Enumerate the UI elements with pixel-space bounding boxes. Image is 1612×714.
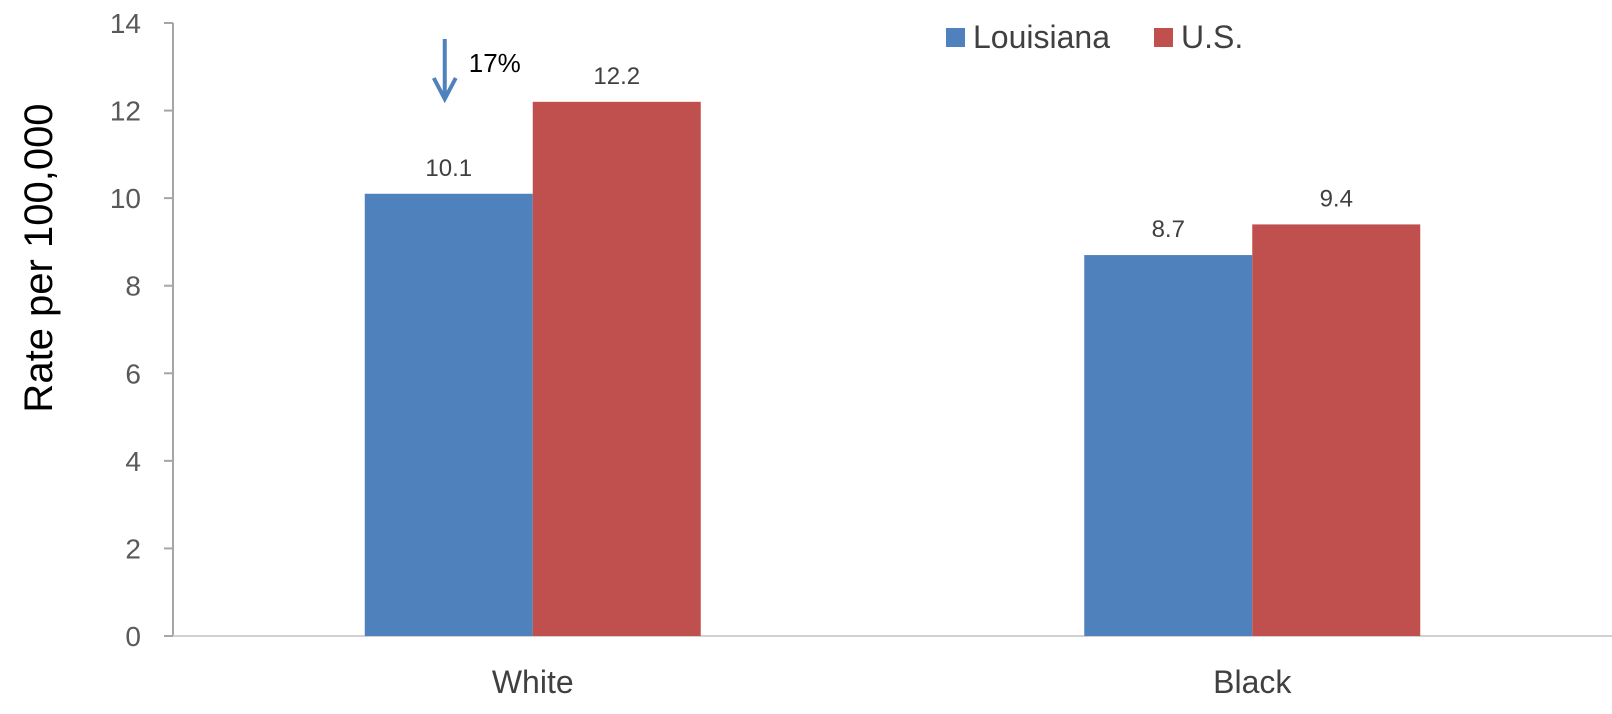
- legend-label: Louisiana: [973, 19, 1110, 55]
- legend-label: U.S.: [1181, 19, 1243, 55]
- y-tick-label: 12: [110, 96, 141, 127]
- x-category-label: Black: [1213, 664, 1292, 700]
- data-labels: 10.1 12.2 8.7 9.4: [425, 63, 1353, 243]
- y-tick-label: 8: [125, 271, 141, 302]
- data-label: 10.1: [425, 155, 472, 182]
- down-arrow-head-icon: [431, 77, 458, 104]
- y-tick-label: 2: [125, 533, 141, 564]
- data-label: 12.2: [593, 63, 640, 90]
- x-category-label: White: [492, 664, 574, 700]
- legend: Louisiana U.S.: [946, 19, 1243, 55]
- y-tick-label: 14: [110, 8, 141, 39]
- y-tick-label: 0: [125, 621, 141, 652]
- y-tick-label: 4: [125, 446, 141, 477]
- y-tick-label: 6: [125, 358, 141, 389]
- y-tick-label: 10: [110, 183, 141, 214]
- bar: [532, 101, 701, 637]
- bar: [1252, 224, 1421, 636]
- legend-swatch: [1154, 28, 1173, 47]
- annotation: 17%: [431, 39, 521, 104]
- bar: [364, 193, 533, 636]
- y-axis-label: Rate per 100,000: [17, 103, 61, 412]
- annotation-label: 17%: [469, 48, 521, 78]
- bars: [364, 101, 1421, 637]
- bar: [1084, 255, 1253, 637]
- data-label: 9.4: [1320, 185, 1353, 212]
- legend-swatch: [946, 28, 965, 47]
- data-label: 8.7: [1152, 216, 1185, 243]
